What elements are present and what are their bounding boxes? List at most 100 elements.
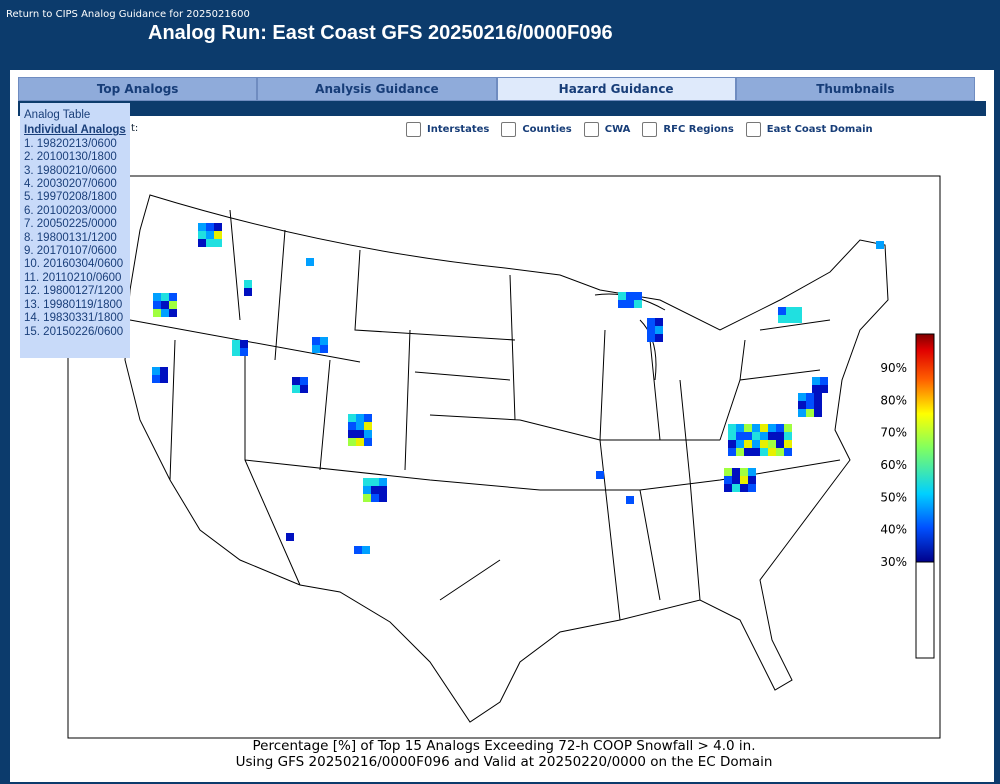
- analog-item[interactable]: 8. 19800131/1200: [24, 231, 117, 244]
- analog-item[interactable]: 12. 19800127/1200: [24, 285, 124, 298]
- shade-cell: [776, 424, 784, 432]
- shade-cell: [820, 377, 828, 385]
- analog-table: Analog Table Individual Analogs 1. 19820…: [20, 103, 130, 358]
- shade-cell: [198, 231, 206, 239]
- analog-item[interactable]: 4. 20030207/0600: [24, 178, 117, 191]
- shade-cell: [356, 414, 364, 422]
- map-caption: Percentage [%] of Top 15 Analogs Exceedi…: [253, 738, 756, 754]
- tab[interactable]: Hazard Guidance: [496, 77, 736, 101]
- shade-cell: [618, 300, 626, 308]
- shade-cell: [798, 393, 806, 401]
- checkbox[interactable]: [642, 122, 658, 137]
- overlay-option[interactable]: Counties: [501, 122, 572, 137]
- shade-cell: [748, 476, 756, 484]
- shade-cell: [626, 300, 634, 308]
- shade-cell: [736, 440, 744, 448]
- shade-cell: [354, 546, 362, 554]
- checkbox[interactable]: [501, 122, 517, 137]
- shade-cell: [160, 367, 168, 375]
- shade-cell: [728, 440, 736, 448]
- analog-item[interactable]: 6. 20100203/0000: [24, 204, 117, 217]
- shade-cell: [776, 440, 784, 448]
- tab[interactable]: Thumbnails: [735, 77, 975, 101]
- shade-cell: [786, 307, 794, 315]
- analog-item[interactable]: 11. 20110210/0600: [24, 271, 122, 284]
- checkbox[interactable]: [406, 122, 421, 137]
- checkbox[interactable]: [745, 122, 761, 137]
- colorbar-label: 60%: [880, 458, 907, 472]
- shade-cell: [732, 476, 740, 484]
- analog-item[interactable]: 1. 19820213/0600: [24, 137, 117, 150]
- shade-cell: [744, 440, 752, 448]
- back-link[interactable]: Return to CIPS Analog Guidance for 20250…: [6, 9, 250, 20]
- shade-cell: [736, 432, 744, 440]
- shade-cell: [364, 438, 372, 446]
- shade-cell: [244, 280, 252, 288]
- checkbox[interactable]: [583, 122, 599, 137]
- analog-item[interactable]: 15. 20150226/0600: [24, 325, 124, 338]
- shade-cell: [312, 337, 320, 345]
- shade-cell: [806, 393, 814, 401]
- shade-cell: [784, 432, 792, 440]
- shade-cell: [647, 334, 655, 342]
- overlay-option[interactable]: CWA: [583, 122, 630, 137]
- shade-cell: [206, 223, 214, 231]
- shade-cell: [798, 401, 806, 409]
- overlay-prefix: t:: [131, 123, 139, 134]
- analog-item[interactable]: 2. 20100130/1800: [24, 151, 117, 164]
- analog-table-heading[interactable]: Individual Analogs: [24, 124, 126, 137]
- shade-cell: [647, 326, 655, 334]
- map-caption: Using GFS 20250216/0000F096 and Valid at…: [236, 754, 773, 770]
- analog-item[interactable]: 9. 20170107/0600: [24, 245, 117, 258]
- shade-cell: [776, 432, 784, 440]
- overlay-label: Interstates: [427, 124, 490, 135]
- analog-item[interactable]: 10. 20160304/0600: [24, 258, 124, 271]
- analog-item[interactable]: 7. 20050225/0000: [24, 218, 117, 231]
- shade-cell: [784, 448, 792, 456]
- analog-item[interactable]: 5. 19970208/1800: [24, 191, 117, 204]
- shade-cell: [363, 494, 371, 502]
- overlay-option[interactable]: RFC Regions: [642, 122, 734, 137]
- shade-cell: [655, 326, 663, 334]
- shade-cell: [286, 533, 294, 541]
- shade-cell: [312, 345, 320, 353]
- shade-cell: [806, 409, 814, 417]
- overlay-option[interactable]: Interstates: [406, 122, 489, 137]
- shade-cell: [348, 438, 356, 446]
- overlay-label: East Coast Domain: [766, 124, 873, 135]
- shade-cell: [371, 494, 379, 502]
- overlay-option[interactable]: East Coast Domain: [745, 122, 873, 137]
- shade-cell: [362, 546, 370, 554]
- shade-cell: [240, 348, 248, 356]
- shade-cell: [768, 424, 776, 432]
- shade-cell: [724, 468, 732, 476]
- tab[interactable]: Analysis Guidance: [257, 77, 497, 101]
- analog-item[interactable]: 14. 19830331/1800: [24, 312, 124, 325]
- shade-cell: [876, 241, 884, 249]
- shade-cell: [244, 288, 252, 296]
- analog-item[interactable]: 13. 19980119/1800: [24, 298, 123, 311]
- colorbar-label: 80%: [880, 393, 907, 407]
- shade-cell: [812, 377, 820, 385]
- shade-cell: [786, 315, 794, 323]
- tab[interactable]: Top Analogs: [18, 77, 258, 101]
- shade-cell: [363, 478, 371, 486]
- shade-cell: [748, 484, 756, 492]
- shade-cell: [655, 318, 663, 326]
- shade-cell: [760, 424, 768, 432]
- shade-cell: [214, 223, 222, 231]
- shade-cell: [292, 377, 300, 385]
- shade-cell: [760, 432, 768, 440]
- shade-cell: [798, 409, 806, 417]
- shade-cell: [778, 315, 786, 323]
- page-title: Analog Run: East Coast GFS 20250216/0000…: [148, 22, 613, 44]
- shade-cell: [732, 484, 740, 492]
- shade-cell: [728, 448, 736, 456]
- shade-cell: [152, 375, 160, 383]
- shade-cell: [776, 448, 784, 456]
- shade-cell: [647, 318, 655, 326]
- analog-item[interactable]: 3. 19800210/0600: [24, 164, 117, 177]
- shade-cell: [153, 309, 161, 317]
